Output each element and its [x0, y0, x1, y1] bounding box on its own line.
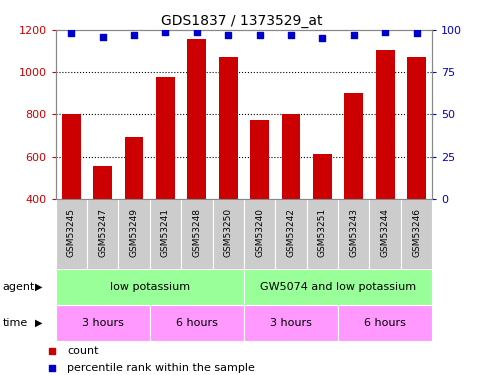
Point	[319, 36, 327, 42]
Bar	[344, 93, 363, 199]
Text: GSM53240: GSM53240	[255, 208, 264, 257]
Text: low potassium: low potassium	[110, 282, 190, 292]
Bar	[62, 114, 81, 199]
Point	[224, 32, 232, 38]
Text: GSM53248: GSM53248	[192, 208, 201, 257]
Text: GDS1837 / 1373529_at: GDS1837 / 1373529_at	[161, 14, 322, 28]
Text: GSM53241: GSM53241	[161, 208, 170, 257]
Text: GSM53251: GSM53251	[318, 208, 327, 257]
Point	[193, 29, 201, 35]
Bar	[156, 78, 175, 199]
Point	[412, 30, 420, 36]
Bar	[401, 199, 432, 269]
Text: agent: agent	[2, 282, 35, 292]
Point	[287, 32, 295, 38]
Bar	[56, 269, 244, 305]
Text: GW5074 and low potassium: GW5074 and low potassium	[260, 282, 416, 292]
Bar	[244, 305, 338, 341]
Point	[161, 29, 170, 35]
Bar	[87, 199, 118, 269]
Text: time: time	[2, 318, 28, 328]
Text: 6 hours: 6 hours	[364, 318, 406, 328]
Bar	[150, 199, 181, 269]
Text: GSM53246: GSM53246	[412, 208, 421, 257]
Bar	[282, 114, 300, 199]
Bar	[56, 199, 87, 269]
Bar	[376, 51, 395, 199]
Text: count: count	[67, 346, 99, 356]
Text: GSM53249: GSM53249	[129, 208, 139, 257]
Bar	[275, 199, 307, 269]
Bar	[150, 305, 244, 341]
Bar	[307, 199, 338, 269]
Bar	[93, 166, 112, 199]
Text: ▶: ▶	[35, 282, 43, 292]
Text: ▶: ▶	[35, 318, 43, 328]
Point	[48, 364, 56, 370]
Bar	[187, 39, 206, 199]
Point	[48, 348, 56, 354]
Text: 6 hours: 6 hours	[176, 318, 218, 328]
Text: GSM53242: GSM53242	[286, 208, 296, 257]
Text: 3 hours: 3 hours	[270, 318, 312, 328]
Bar	[250, 120, 269, 199]
Bar	[407, 57, 426, 199]
Text: GSM53245: GSM53245	[67, 208, 76, 257]
Bar	[181, 199, 213, 269]
Bar	[338, 199, 369, 269]
Bar	[219, 57, 238, 199]
Text: GSM53244: GSM53244	[381, 208, 390, 257]
Text: 3 hours: 3 hours	[82, 318, 124, 328]
Text: GSM53247: GSM53247	[98, 208, 107, 257]
Point	[382, 29, 389, 35]
Point	[68, 30, 75, 36]
Bar	[213, 199, 244, 269]
Bar	[313, 154, 332, 199]
Bar	[338, 305, 432, 341]
Bar	[244, 199, 275, 269]
Point	[130, 32, 138, 38]
Bar	[125, 137, 143, 199]
Bar	[118, 199, 150, 269]
Point	[256, 32, 264, 38]
Text: percentile rank within the sample: percentile rank within the sample	[67, 363, 255, 373]
Point	[350, 32, 357, 38]
Text: GSM53243: GSM53243	[349, 208, 358, 257]
Text: GSM53250: GSM53250	[224, 208, 233, 257]
Point	[99, 34, 107, 40]
Bar	[369, 199, 401, 269]
Bar	[244, 269, 432, 305]
Bar	[56, 305, 150, 341]
